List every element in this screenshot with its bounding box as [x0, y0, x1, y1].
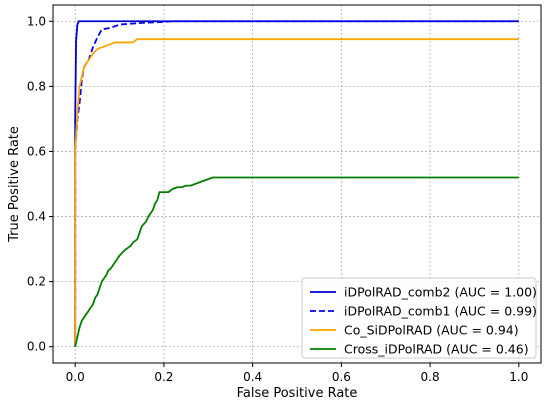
series-lines [74, 20, 519, 347]
legend-label-1: iDPolRAD_comb1 (AUC = 0.99) [344, 304, 537, 319]
y-tick-label: 0.8 [27, 79, 46, 93]
y-tick-label: 0.6 [27, 144, 46, 158]
y-tick-label: 0.0 [27, 340, 46, 354]
plot-frame [52, 4, 542, 364]
legend-box [301, 277, 537, 359]
y-axis-label: True Positive Rate [7, 126, 22, 243]
series-line-3 [74, 176, 519, 347]
y-tick-label: 0.2 [27, 275, 46, 289]
x-tick-label: 1.0 [509, 370, 528, 384]
x-tick-label: 0.2 [154, 370, 173, 384]
legend: iDPolRAD_comb2 (AUC = 1.00) iDPolRAD_comb… [301, 277, 537, 359]
x-axis-label: False Positive Rate [237, 386, 358, 401]
x-tick-label: 0.8 [421, 370, 440, 384]
legend-label-0: iDPolRAD_comb2 (AUC = 1.00) [344, 285, 537, 300]
series-line-2 [74, 38, 519, 347]
x-tick-label: 0.0 [66, 370, 85, 384]
x-tick-label: 0.4 [243, 370, 262, 384]
ticks: 0.0 0.2 0.4 0.6 0.8 1.0 0.0 0.2 0.4 0.6 0.8 1.0 [27, 14, 528, 384]
y-tick-label: 1.0 [27, 14, 46, 28]
series-line-1 [74, 20, 519, 347]
y-tick-label: 0.4 [27, 210, 46, 224]
x-tick-label: 0.6 [332, 370, 351, 384]
legend-label-3: Cross_iDPolRAD (AUC = 0.46) [344, 342, 529, 357]
legend-label-2: Co_SiDPolRAD (AUC = 0.94) [344, 323, 519, 338]
